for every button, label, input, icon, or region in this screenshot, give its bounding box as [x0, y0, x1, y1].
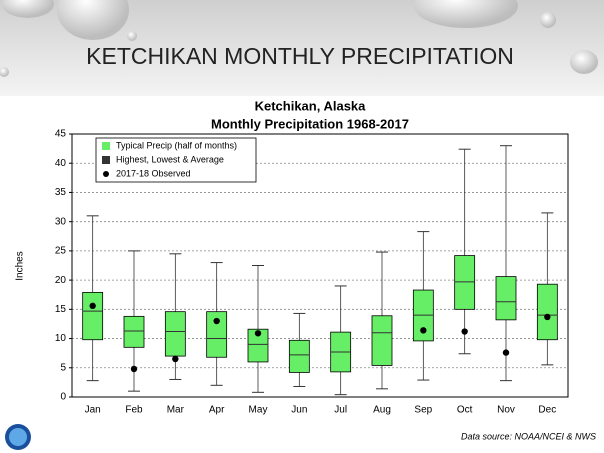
- x-tick-label: Dec: [538, 405, 556, 416]
- box: [495, 276, 517, 321]
- legend-swatch: [102, 142, 110, 150]
- source: Data source: NOAA/NCEI & NWS: [461, 431, 596, 441]
- observed-dot: [89, 302, 96, 310]
- logo-inner: [9, 428, 27, 446]
- legend-swatch: [103, 171, 109, 177]
- y-tick-label: 45: [55, 129, 67, 140]
- box: [454, 255, 476, 310]
- x-tick-label: Jun: [291, 405, 307, 416]
- drop: [127, 31, 137, 41]
- legend-frame: [95, 137, 257, 183]
- drop: [57, 0, 129, 40]
- x-tick-label: Jan: [85, 405, 101, 416]
- drop: [0, 67, 9, 77]
- x-tick-label: Sep: [414, 405, 432, 416]
- observed-dot: [461, 328, 468, 335]
- legend-label: Highest, Lowest & Average: [116, 154, 224, 164]
- y-tick-label: 25: [55, 246, 67, 257]
- legend-label: Typical Precip (half of months): [116, 140, 237, 150]
- observed-dot: [502, 349, 510, 356]
- y-tick-label: 20: [55, 275, 67, 286]
- observed-dot: [544, 313, 551, 321]
- box: [288, 339, 310, 373]
- x-tick-label: Feb: [125, 405, 143, 416]
- drop: [2, 0, 54, 18]
- box: [247, 328, 269, 363]
- observed-dot: [172, 355, 179, 363]
- drop: [570, 50, 598, 74]
- drop: [540, 12, 556, 28]
- x-tick-label: Oct: [457, 405, 473, 416]
- y-tick-label: 35: [55, 187, 67, 198]
- y-tick-label: 40: [55, 158, 67, 169]
- y-tick-label: 15: [55, 304, 67, 315]
- x-tick-label: Aug: [373, 405, 391, 416]
- chart-subtitle: Monthly Precipitation 1968-2017: [211, 116, 409, 131]
- x-tick-label: Apr: [209, 405, 225, 416]
- legend-label: 2017-18 Observed: [116, 168, 191, 178]
- observed-dot: [420, 327, 427, 334]
- legend-swatch: [102, 156, 110, 164]
- plot-frame: [71, 133, 569, 398]
- slide-title: KETCHIKAN MONTHLY PRECIPITATION: [86, 43, 514, 69]
- y-tick-label: 10: [55, 333, 67, 344]
- y-tick-label: 0: [60, 392, 66, 403]
- chart-title: Ketchikan, Alaska: [255, 98, 367, 113]
- y-tick-label: 30: [55, 216, 67, 227]
- box: [123, 315, 145, 348]
- box: [536, 283, 558, 341]
- observed-dot: [213, 317, 220, 325]
- observed-dot: [254, 330, 262, 337]
- observed-dot: [130, 365, 138, 373]
- drop: [414, 0, 518, 28]
- x-tick-label: May: [249, 405, 268, 416]
- box: [371, 315, 393, 366]
- y-axis-label: Inches: [15, 251, 26, 280]
- x-tick-label: Jul: [334, 405, 347, 416]
- y-tick-label: 5: [60, 362, 66, 373]
- box: [164, 311, 186, 357]
- box: [82, 291, 104, 341]
- x-tick-label: Mar: [167, 405, 185, 416]
- x-tick-label: Nov: [497, 405, 515, 416]
- box: [206, 311, 228, 358]
